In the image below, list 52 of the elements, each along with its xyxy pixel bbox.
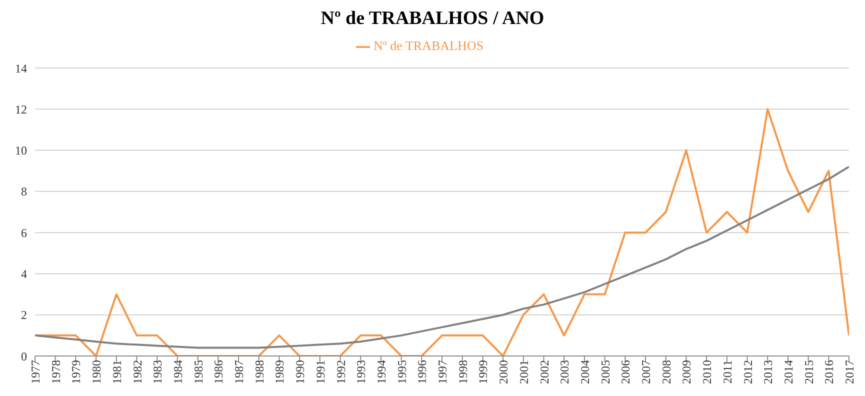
x-tick-label: 1982 bbox=[130, 360, 144, 384]
x-tick-label: 1993 bbox=[354, 360, 368, 384]
x-tick-label: 2001 bbox=[516, 360, 531, 384]
x-tick-label: 1998 bbox=[456, 360, 470, 384]
x-tick-label: 2003 bbox=[558, 360, 572, 384]
x-tick-label: 1991 bbox=[313, 360, 328, 384]
x-tick-label: 1981 bbox=[110, 360, 124, 384]
x-tick-label: 1994 bbox=[374, 360, 388, 384]
x-tick-label: 2016 bbox=[822, 360, 836, 384]
y-tick-label: 8 bbox=[21, 184, 27, 199]
x-tick-label: 1980 bbox=[90, 360, 104, 384]
chart-title: Nº de TRABALHOS / ANO bbox=[320, 7, 546, 31]
x-tick-label: 2007 bbox=[639, 360, 654, 384]
x-tick-label: 2011 bbox=[720, 360, 734, 384]
x-tick-label: 2000 bbox=[496, 360, 511, 384]
x-tick-label: 1989 bbox=[272, 360, 287, 384]
x-tick-label: 1988 bbox=[252, 360, 266, 384]
y-tick-label: 0 bbox=[21, 349, 27, 364]
x-tick-label: 1983 bbox=[150, 360, 165, 384]
x-tick-label: 2005 bbox=[598, 360, 612, 384]
x-tick-label: 1979 bbox=[69, 360, 84, 384]
x-tick-label: 1984 bbox=[170, 360, 185, 384]
x-tick-label: 1997 bbox=[436, 360, 450, 384]
x-tick-label: 2013 bbox=[761, 360, 776, 384]
x-tick-label: 2014 bbox=[781, 360, 796, 384]
x-tick-label: 2010 bbox=[700, 360, 714, 384]
y-tick-label: 6 bbox=[21, 226, 27, 240]
x-tick-label: 2017 bbox=[842, 360, 857, 384]
x-tick-label: 1995 bbox=[394, 360, 409, 384]
x-tick-label: 1999 bbox=[476, 360, 490, 384]
x-tick-label: 1992 bbox=[334, 360, 348, 384]
y-tick-label: 12 bbox=[15, 102, 27, 116]
x-tick-label: 2015 bbox=[802, 360, 816, 384]
x-tick-label: 2012 bbox=[740, 360, 755, 384]
x-tick-label: 1977 bbox=[28, 360, 43, 384]
x-tick-label: 1996 bbox=[415, 360, 430, 384]
x-tick-label: 1978 bbox=[48, 360, 63, 384]
x-tick-label: 2004 bbox=[578, 360, 592, 384]
x-tick-label: 2002 bbox=[537, 360, 552, 384]
x-tick-label: 2006 bbox=[618, 360, 633, 384]
y-tick-label: 10 bbox=[15, 144, 27, 158]
y-tick-label: 4 bbox=[21, 266, 27, 281]
y-tick-label: 14 bbox=[15, 61, 27, 76]
line-series bbox=[35, 166, 849, 349]
x-tick-label: 1986 bbox=[212, 360, 226, 384]
x-tick-label: 2009 bbox=[680, 360, 694, 384]
x-tick-label: 1987 bbox=[232, 360, 246, 384]
x-tick-label: 1985 bbox=[191, 360, 206, 384]
x-tick-label: 1990 bbox=[293, 360, 308, 384]
legend-label: Nº de TRABALHOS bbox=[374, 38, 484, 53]
x-tick-label: 2008 bbox=[659, 360, 674, 384]
y-tick-label: 2 bbox=[21, 308, 27, 322]
